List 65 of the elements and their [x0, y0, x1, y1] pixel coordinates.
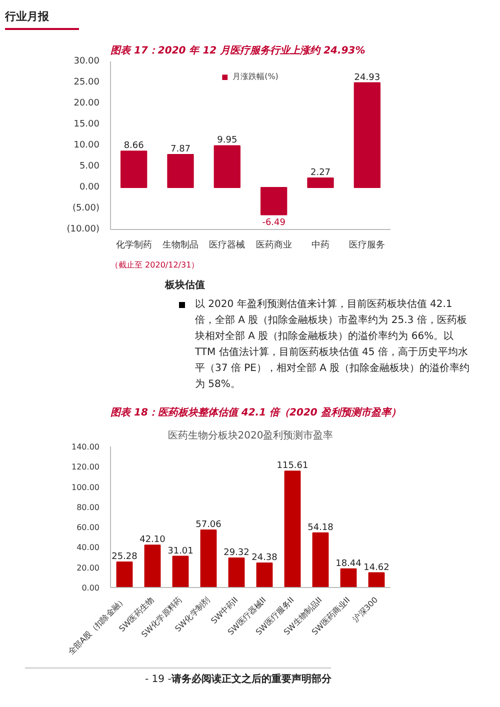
bar — [284, 470, 301, 588]
text: 31.01 — [168, 546, 194, 556]
y-tick-label: 25.00 — [74, 78, 100, 88]
x-tick-label: 医药商业 — [256, 240, 292, 250]
bar — [120, 150, 148, 188]
text: 57.06 — [196, 520, 222, 530]
y-tick-label: 10.00 — [74, 140, 100, 150]
text: 115.61 — [276, 461, 308, 472]
x-tick-label: 生物制品 — [162, 240, 198, 250]
text: 25.28 — [112, 552, 138, 562]
y-tick-label: 80.00 — [76, 502, 100, 512]
bar — [256, 562, 273, 588]
data-label: 8.66 — [124, 141, 144, 152]
legend-label: 月涨跌幅(%) — [232, 71, 278, 82]
chart-title: 图表 17：2020 年 12 月医疗服务行业上涨约 24.93% — [110, 44, 366, 56]
x-tick-label: 化学制药 — [116, 240, 152, 250]
data-label: 2.27 — [310, 168, 331, 178]
bar — [312, 532, 329, 588]
bar — [228, 557, 245, 588]
data-label: -6.49 — [262, 218, 286, 228]
y-tick-label: 120.00 — [72, 462, 100, 472]
x-tick-label: 医疗服务 — [349, 240, 386, 250]
bar — [116, 562, 133, 588]
y-tick-label: 5.00 — [79, 162, 100, 172]
text: （截止至 2020/12/31） — [110, 260, 200, 270]
bar — [167, 154, 194, 188]
bar — [172, 556, 189, 588]
text: 请务必阅读正文之后的重要声明部分 — [171, 673, 332, 687]
data-label: 7.87 — [170, 144, 191, 154]
y-tick-label: 0.00 — [82, 584, 100, 592]
text: 54.18 — [308, 522, 334, 533]
text: - 19 - — [144, 674, 172, 687]
y-tick-label: 20.00 — [74, 98, 100, 108]
text: 42.10 — [140, 535, 166, 546]
y-tick-label: 60.00 — [76, 523, 100, 532]
bar — [260, 187, 288, 216]
text: 18.44 — [336, 558, 362, 569]
data-label: 24.93 — [354, 72, 380, 83]
y-tick-label: 40.00 — [76, 543, 100, 552]
y-tick-label: 30.00 — [74, 56, 100, 66]
bar — [307, 177, 334, 188]
y-tick-label: 140.00 — [72, 442, 100, 452]
bar — [200, 530, 217, 588]
bar — [144, 544, 161, 588]
text: 14.62 — [364, 562, 390, 573]
text: 行业月报 — [5, 5, 79, 30]
chart-title: 图表 18：医药板块整体估值 42.1 倍（2020 盈利预测市盈率） — [110, 406, 401, 418]
text: 板块估值 — [165, 279, 206, 293]
y-tick-label: (10.00) — [66, 224, 100, 234]
text: 24.38 — [252, 552, 278, 563]
text: 以 2020 年盈利预测估值来计算，目前医药板块估值 42.1 倍，全部 A 股（扣除金融板块）市盈率约为 25.3 倍，医药板块相对全部 A 股（扣除金融板块）的溢价率约为 66%。以 TTM 估值法计算，目前医药板块估值 45 倍，高于历史平均水平（37 倍 PE），相对全部 A 股（扣除金融板块）的溢价率约为 58%。 — [195, 298, 471, 392]
bar — [214, 145, 240, 188]
x-tick-label: 医疗器械 — [209, 240, 246, 250]
y-tick-label: 15.00 — [74, 120, 100, 130]
y-tick-label: 100.00 — [72, 482, 100, 492]
bar — [354, 82, 380, 188]
bar — [340, 568, 357, 588]
y-tick-label: 0.00 — [79, 182, 100, 192]
bar — [368, 572, 385, 588]
y-tick-label: 20.00 — [76, 563, 100, 572]
text: 29.32 — [224, 548, 250, 558]
y-tick-label: (5.00) — [72, 204, 100, 214]
data-label: 9.95 — [217, 136, 238, 146]
x-tick-label: 中药 — [312, 240, 330, 250]
chart-subtitle: 医药生物分板块2020盈利预测市盈率 — [168, 430, 334, 442]
